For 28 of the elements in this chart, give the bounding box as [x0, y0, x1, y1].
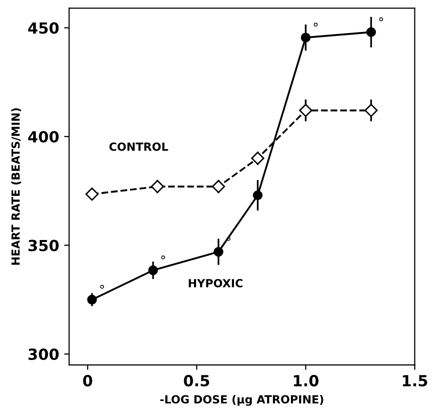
- point: [150, 180, 164, 194]
- annotation: °: [100, 284, 104, 289]
- x-tick-label: 1.0: [294, 374, 318, 386]
- x-tick-label: 1.5: [402, 375, 428, 386]
- point: [252, 190, 263, 200]
- point: [300, 32, 311, 42]
- point: [299, 104, 312, 118]
- point: [214, 246, 224, 257]
- text: CONTROL: [109, 142, 168, 151]
- y-tick-label: 400: [28, 130, 59, 143]
- annotation: °: [161, 255, 166, 260]
- point: [366, 27, 376, 37]
- annotation: °: [379, 17, 384, 22]
- annotation: °: [314, 22, 318, 27]
- point: [85, 188, 99, 201]
- y-tick-label: 450: [28, 22, 59, 34]
- y-tick-label: 350: [28, 240, 59, 252]
- y-tick-label: 300: [28, 348, 59, 360]
- point: [251, 152, 264, 165]
- point: [87, 294, 97, 305]
- x-axis-title: -LOG DOSE (µg ATROPINE): [160, 394, 324, 406]
- x-tick-label: 0: [83, 374, 92, 386]
- point: [212, 180, 226, 194]
- x-tick-label: 0.5: [184, 374, 210, 386]
- point: [148, 265, 158, 276]
- point: [364, 104, 378, 118]
- series-label: HYPOXIC: [188, 278, 242, 288]
- y-axis-title: HEART RATE (BEATS/MIN): [11, 108, 22, 265]
